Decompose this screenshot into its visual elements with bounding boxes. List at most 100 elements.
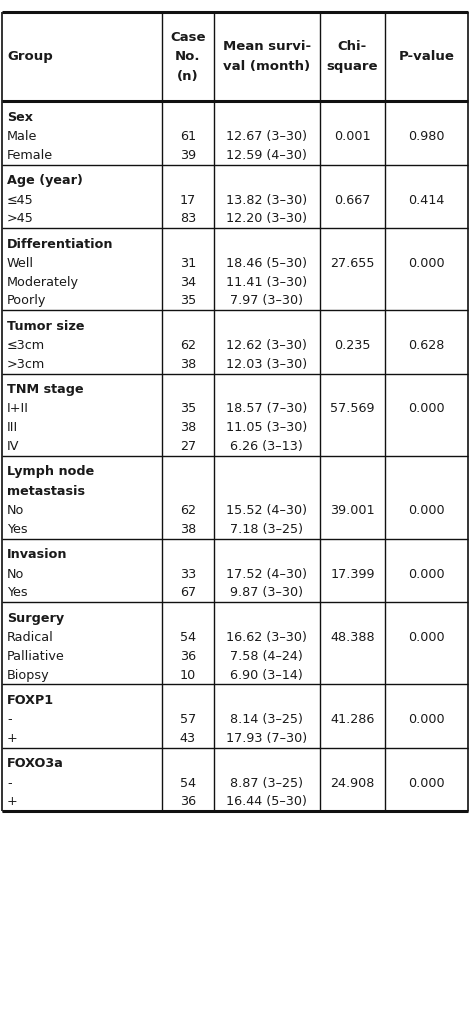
Text: 18.57 (7–30): 18.57 (7–30) xyxy=(226,403,307,416)
Text: Biopsy: Biopsy xyxy=(7,668,50,681)
Text: Palliative: Palliative xyxy=(7,650,65,663)
Text: 57.569: 57.569 xyxy=(330,403,375,416)
Text: Age (year): Age (year) xyxy=(7,174,83,188)
Text: 13.82 (3–30): 13.82 (3–30) xyxy=(226,194,307,207)
Text: 35: 35 xyxy=(180,294,196,307)
Text: 33: 33 xyxy=(180,568,196,581)
Text: Sex: Sex xyxy=(7,111,33,124)
Text: 6.90 (3–14): 6.90 (3–14) xyxy=(230,668,303,681)
Text: Well: Well xyxy=(7,257,34,270)
Text: 41.286: 41.286 xyxy=(330,713,375,726)
Text: 16.62 (3–30): 16.62 (3–30) xyxy=(226,631,307,644)
Text: 38: 38 xyxy=(180,358,196,371)
Text: 67: 67 xyxy=(180,586,196,599)
Text: 39.001: 39.001 xyxy=(330,504,375,517)
Text: 57: 57 xyxy=(180,713,196,726)
Text: >45: >45 xyxy=(7,212,34,225)
Text: 12.62 (3–30): 12.62 (3–30) xyxy=(226,339,307,352)
Text: 0.000: 0.000 xyxy=(408,568,445,581)
Text: 0.000: 0.000 xyxy=(408,631,445,644)
Text: Group: Group xyxy=(7,51,53,63)
Text: 34: 34 xyxy=(180,276,196,289)
Text: 27: 27 xyxy=(180,440,196,453)
Text: val (month): val (month) xyxy=(223,60,310,73)
Text: -: - xyxy=(7,713,12,726)
Text: 7.97 (3–30): 7.97 (3–30) xyxy=(230,294,303,307)
Text: IV: IV xyxy=(7,440,20,453)
Text: Case: Case xyxy=(170,30,206,44)
Text: square: square xyxy=(327,60,378,73)
Text: Yes: Yes xyxy=(7,523,28,536)
Text: Poorly: Poorly xyxy=(7,294,47,307)
Text: 11.41 (3–30): 11.41 (3–30) xyxy=(226,276,307,289)
Text: Yes: Yes xyxy=(7,586,28,599)
Text: 12.03 (3–30): 12.03 (3–30) xyxy=(226,358,307,371)
Text: Differentiation: Differentiation xyxy=(7,237,114,250)
Text: 7.18 (3–25): 7.18 (3–25) xyxy=(230,523,303,536)
Text: ≤45: ≤45 xyxy=(7,194,34,207)
Text: P-value: P-value xyxy=(399,51,454,63)
Text: FOXP1: FOXP1 xyxy=(7,694,54,707)
Text: 17.52 (4–30): 17.52 (4–30) xyxy=(226,568,307,581)
Text: 61: 61 xyxy=(180,130,196,143)
Text: 18.46 (5–30): 18.46 (5–30) xyxy=(226,257,307,270)
Text: +: + xyxy=(7,795,18,808)
Text: 17: 17 xyxy=(180,194,196,207)
Text: Moderately: Moderately xyxy=(7,276,79,289)
Text: Female: Female xyxy=(7,149,53,162)
Text: 0.667: 0.667 xyxy=(334,194,371,207)
Text: No: No xyxy=(7,504,24,517)
Text: 8.87 (3–25): 8.87 (3–25) xyxy=(230,777,303,790)
Text: 10: 10 xyxy=(180,668,196,681)
Text: TNM stage: TNM stage xyxy=(7,383,84,396)
Text: Invasion: Invasion xyxy=(7,549,68,562)
Text: I+II: I+II xyxy=(7,403,29,416)
Text: 11.05 (3–30): 11.05 (3–30) xyxy=(226,421,307,434)
Text: 8.14 (3–25): 8.14 (3–25) xyxy=(230,713,303,726)
Text: 12.59 (4–30): 12.59 (4–30) xyxy=(226,149,307,162)
Text: 24.908: 24.908 xyxy=(330,777,375,790)
Text: Chi-: Chi- xyxy=(338,41,367,54)
Text: 43: 43 xyxy=(180,732,196,745)
Text: 35: 35 xyxy=(180,403,196,416)
Text: 0.000: 0.000 xyxy=(408,257,445,270)
Text: Surgery: Surgery xyxy=(7,611,64,625)
Text: 54: 54 xyxy=(180,777,196,790)
Text: 6.26 (3–13): 6.26 (3–13) xyxy=(230,440,303,453)
Text: 0.001: 0.001 xyxy=(334,130,371,143)
Text: 27.655: 27.655 xyxy=(330,257,375,270)
Text: III: III xyxy=(7,421,18,434)
Text: 31: 31 xyxy=(180,257,196,270)
Text: 48.388: 48.388 xyxy=(330,631,375,644)
Text: +: + xyxy=(7,732,18,745)
Text: Radical: Radical xyxy=(7,631,54,644)
Text: Tumor size: Tumor size xyxy=(7,319,85,333)
Text: 36: 36 xyxy=(180,795,196,808)
Text: 38: 38 xyxy=(180,421,196,434)
Text: Mean survi-: Mean survi- xyxy=(223,41,311,54)
Text: 15.52 (4–30): 15.52 (4–30) xyxy=(226,504,307,517)
Text: 38: 38 xyxy=(180,523,196,536)
Text: >3cm: >3cm xyxy=(7,358,45,371)
Text: 0.000: 0.000 xyxy=(408,713,445,726)
Text: FOXO3a: FOXO3a xyxy=(7,757,64,771)
Text: 0.000: 0.000 xyxy=(408,504,445,517)
Text: 62: 62 xyxy=(180,339,196,352)
Text: 12.67 (3–30): 12.67 (3–30) xyxy=(226,130,307,143)
Text: 0.000: 0.000 xyxy=(408,777,445,790)
Text: 16.44 (5–30): 16.44 (5–30) xyxy=(226,795,307,808)
Text: 12.20 (3–30): 12.20 (3–30) xyxy=(226,212,307,225)
Text: 54: 54 xyxy=(180,631,196,644)
Text: -: - xyxy=(7,777,12,790)
Text: No.: No. xyxy=(175,51,201,63)
Text: 39: 39 xyxy=(180,149,196,162)
Text: (n): (n) xyxy=(177,70,199,83)
Text: Male: Male xyxy=(7,130,38,143)
Text: metastasis: metastasis xyxy=(7,485,85,498)
Text: 36: 36 xyxy=(180,650,196,663)
Text: 17.399: 17.399 xyxy=(330,568,375,581)
Text: 0.628: 0.628 xyxy=(408,339,445,352)
Text: 0.000: 0.000 xyxy=(408,403,445,416)
Text: 0.414: 0.414 xyxy=(408,194,445,207)
Text: 9.87 (3–30): 9.87 (3–30) xyxy=(230,586,303,599)
